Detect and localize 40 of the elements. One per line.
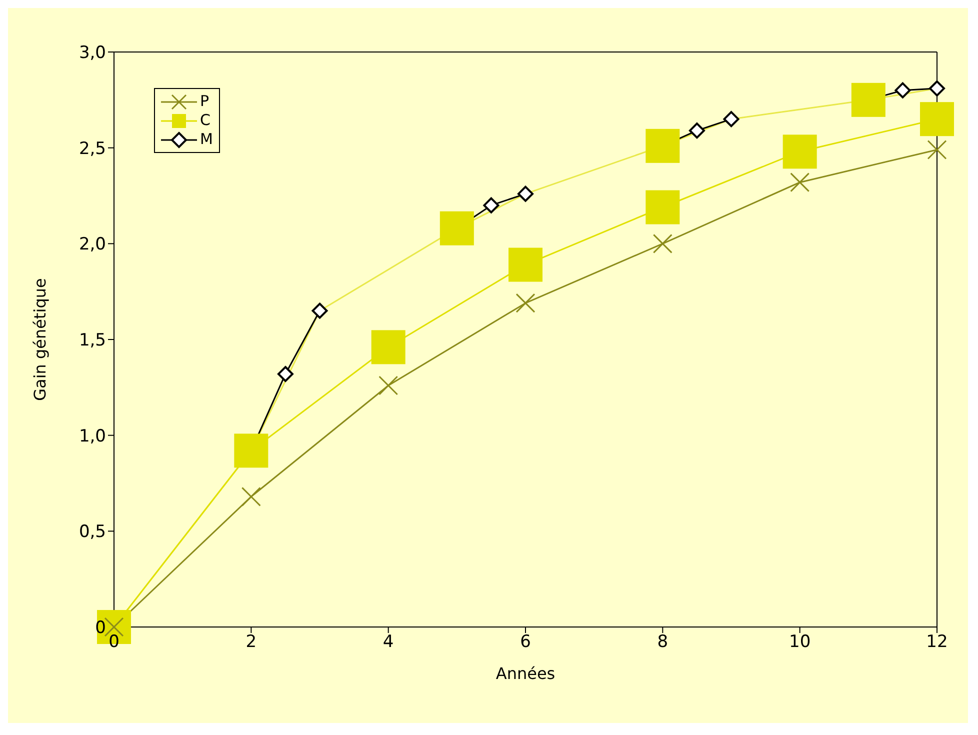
x-tick-label: 6: [520, 632, 531, 652]
point: [782, 134, 817, 169]
y-tick-label: 2,0: [78, 234, 106, 255]
legend-label: P: [200, 92, 210, 111]
point: [508, 248, 542, 282]
point: [241, 486, 261, 506]
y-tick-label: 0,5: [78, 522, 106, 542]
legend-label: C: [200, 111, 210, 130]
point: [234, 434, 268, 468]
point: [790, 172, 810, 192]
x-tick-label: 10: [789, 632, 811, 652]
point: [894, 82, 911, 98]
y-tick-label: 1,5: [78, 330, 106, 351]
point: [723, 111, 740, 128]
point: [516, 293, 536, 313]
x-tick-label: 12: [926, 632, 948, 652]
point: [483, 197, 500, 214]
y-tick-label: 2,5: [78, 138, 106, 159]
point: [927, 140, 947, 160]
x-tick-label: 4: [382, 632, 394, 652]
point: [688, 122, 705, 139]
point: [440, 211, 474, 246]
point: [312, 302, 328, 319]
point: [929, 80, 945, 96]
point: [371, 330, 406, 364]
point: [277, 366, 294, 382]
point: [378, 376, 398, 396]
point: [652, 234, 672, 254]
point: [646, 190, 680, 224]
legend-label: M: [200, 130, 213, 149]
x-tick-label: 2: [246, 632, 257, 652]
x-tick-label: 8: [657, 632, 668, 652]
y-tick-label: 1,0: [78, 426, 106, 446]
point: [920, 102, 954, 136]
point: [851, 82, 886, 117]
x-axis-title: Années: [496, 664, 556, 683]
point: [518, 186, 534, 202]
y-axis-title: Gain génétique: [30, 278, 50, 401]
y-tick-label: 3,0: [78, 43, 106, 64]
point: [646, 128, 680, 163]
